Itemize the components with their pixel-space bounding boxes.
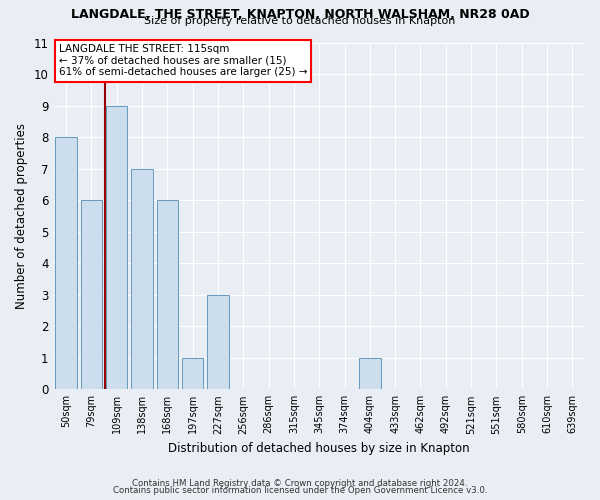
Text: LANGDALE, THE STREET, KNAPTON, NORTH WALSHAM, NR28 0AD: LANGDALE, THE STREET, KNAPTON, NORTH WAL…: [71, 8, 529, 20]
Y-axis label: Number of detached properties: Number of detached properties: [15, 123, 28, 309]
Bar: [207, 294, 229, 390]
Bar: [55, 137, 77, 390]
Bar: [80, 200, 102, 390]
Text: LANGDALE THE STREET: 115sqm
← 37% of detached houses are smaller (15)
61% of sem: LANGDALE THE STREET: 115sqm ← 37% of det…: [59, 44, 307, 78]
Text: Contains public sector information licensed under the Open Government Licence v3: Contains public sector information licen…: [113, 486, 487, 495]
Bar: [359, 358, 380, 390]
Bar: [157, 200, 178, 390]
X-axis label: Distribution of detached houses by size in Knapton: Distribution of detached houses by size …: [169, 442, 470, 455]
Bar: [106, 106, 127, 390]
Text: Size of property relative to detached houses in Knapton: Size of property relative to detached ho…: [145, 16, 455, 26]
Bar: [182, 358, 203, 390]
Bar: [131, 168, 153, 390]
Text: Contains HM Land Registry data © Crown copyright and database right 2024.: Contains HM Land Registry data © Crown c…: [132, 478, 468, 488]
